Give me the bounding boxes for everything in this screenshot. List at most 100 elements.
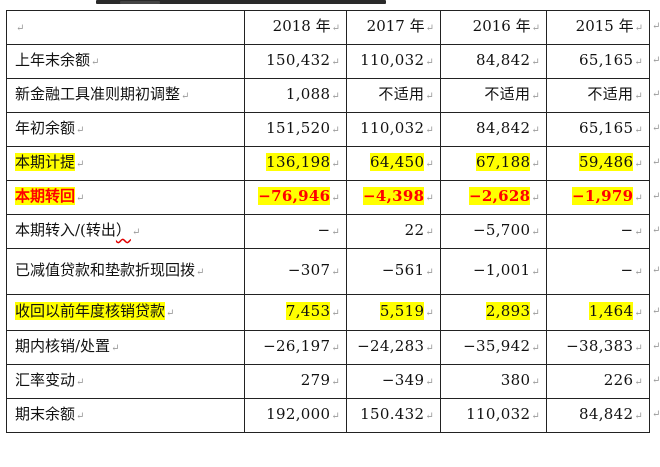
row-label-cell: 已减值贷款和垫款折现回拨↵ — [6, 248, 245, 295]
title-ink-fragment — [96, 0, 386, 4]
row-end-mark-icon: ↵ — [652, 88, 660, 100]
value-cell: 110,032↵ — [346, 112, 441, 147]
cell-value: −561 — [381, 261, 425, 279]
cell-value: 226 — [603, 371, 634, 389]
value-cell: 65,165↵ — [546, 112, 650, 147]
paragraph-mark-icon: ↵ — [634, 125, 643, 136]
year-header-2017: 2017 年↵ — [346, 10, 441, 45]
paragraph-mark-icon: ↵ — [425, 308, 434, 319]
cell-value: 110,032 — [360, 119, 425, 137]
row-label: 期内核销/处置 — [15, 337, 111, 355]
paragraph-mark-icon: ↵ — [76, 193, 85, 204]
loan-impairment-table: ↵ 2018 年↵ 2017 年↵ 2016 年↵ 2015 年↵ 上年末余额 ↵… — [6, 10, 650, 433]
paragraph-mark-icon: ↵ — [634, 377, 643, 388]
title-ink-fragment — [120, 1, 160, 4]
cell-value: 不适用 — [378, 85, 425, 103]
row-end-mark-icon: ↵ — [652, 156, 660, 168]
paragraph-mark-icon: ↵ — [76, 411, 85, 422]
value-cell: −24,283↵ — [346, 330, 441, 365]
value-cell: 7,453↵ — [244, 294, 347, 331]
row-end-mark-icon: ↵ — [652, 374, 660, 386]
paragraph-mark-icon: ↵ — [331, 411, 340, 422]
year-header-2015: 2015 年↵ — [546, 10, 650, 45]
table-row: 期内核销/处置↵ −26,197↵ −24,283↵ −35,942↵ −38,383↵ — [6, 330, 650, 365]
header-row: ↵ 2018 年↵ 2017 年↵ 2016 年↵ 2015 年↵ — [6, 10, 650, 45]
value-cell: −↵ — [244, 214, 347, 249]
value-cell: 84,842↵ — [546, 398, 650, 433]
row-label-cell: 期内核销/处置↵ — [6, 330, 245, 365]
value-cell: 1,464↵ — [546, 294, 650, 331]
table-row: 年初余额↵ 151,520↵ 110,032↵ 84,842↵ 65,165↵ — [6, 112, 650, 147]
cell-value: −38,383 — [566, 337, 634, 355]
row-label-cell: 期末余额↵ — [6, 398, 245, 433]
value-cell: −76,946↵ — [244, 180, 347, 215]
row-end-mark-icon: ↵ — [652, 408, 660, 420]
paragraph-mark-icon: ↵ — [531, 125, 540, 136]
table-row: 本期计提↵ 136,198↵ 64,450↵ 67,188↵ 59,486↵ — [6, 146, 650, 181]
cell-value: 不适用 — [587, 85, 634, 103]
paragraph-mark-icon: ↵ — [16, 23, 25, 34]
paragraph-mark-icon: ↵ — [331, 343, 340, 354]
table-row: 新金融工具准则期初调整↵ 1,088↵ 不适用↵ 不适用↵ 不适用↵ — [6, 78, 650, 113]
cell-value: 7,453 — [285, 302, 331, 320]
paragraph-mark-icon: ↵ — [634, 411, 643, 422]
paragraph-mark-icon: ↵ — [166, 308, 175, 319]
cell-value: 110,032 — [466, 405, 531, 423]
cell-value: − — [620, 261, 634, 279]
value-cell: 150,432↵ — [244, 44, 347, 79]
paragraph-mark-icon: ↵ — [634, 227, 643, 238]
value-cell: 不适用↵ — [440, 78, 547, 113]
paragraph-mark-icon: ↵ — [531, 377, 540, 388]
value-cell: −↵ — [546, 214, 650, 249]
value-cell: 84,842↵ — [440, 44, 547, 79]
paragraph-mark-icon: ↵ — [634, 57, 643, 68]
paragraph-mark-icon: ↵ — [531, 159, 540, 170]
value-cell: 380↵ — [440, 364, 547, 399]
paragraph-mark-icon: ↵ — [531, 227, 540, 238]
value-cell: 22↵ — [346, 214, 441, 249]
paragraph-mark-icon: ↵ — [531, 343, 540, 354]
paragraph-mark-icon: ↵ — [425, 227, 434, 238]
row-label-cell: 汇率变动↵ — [6, 364, 245, 399]
paragraph-mark-icon: ↵ — [531, 57, 540, 68]
paragraph-mark-icon: ↵ — [425, 91, 434, 102]
paragraph-mark-icon: ↵ — [76, 125, 85, 136]
paragraph-mark-icon: ↵ — [531, 91, 540, 102]
paragraph-mark-icon: ↵ — [634, 343, 643, 354]
paragraph-mark-icon: ↵ — [425, 411, 434, 422]
row-end-mark-icon: ↵ — [652, 20, 660, 32]
value-cell: −1,979↵ — [546, 180, 650, 215]
year-header-2018: 2018 年↵ — [244, 10, 347, 45]
row-label: 上年末余额 — [15, 51, 91, 69]
paragraph-mark-icon: ↵ — [331, 125, 340, 136]
value-cell: 110,032↵ — [440, 398, 547, 433]
cell-value: − — [317, 221, 331, 239]
value-cell: 84,842↵ — [440, 112, 547, 147]
cell-value: 65,165 — [579, 119, 634, 137]
row-label-cell: 本期计提↵ — [6, 146, 245, 181]
value-cell: 151,520↵ — [244, 112, 347, 147]
value-cell: −35,942↵ — [440, 330, 547, 365]
cell-value: 2,893 — [485, 302, 531, 320]
value-cell: −4,398↵ — [346, 180, 441, 215]
paragraph-mark-icon: ↵ — [634, 193, 643, 204]
value-cell: 136,198↵ — [244, 146, 347, 181]
cell-value: −76,946 — [258, 187, 331, 205]
paragraph-mark-icon: ↵ — [634, 23, 643, 34]
row-end-mark-icon: ↵ — [652, 305, 660, 317]
cell-value: 1,088 — [285, 85, 331, 103]
cell-value: 67,188 — [476, 153, 531, 171]
cell-value: −349 — [381, 371, 425, 389]
paragraph-mark-icon: ↵ — [331, 159, 340, 170]
cell-value: 65,165 — [579, 51, 634, 69]
table-row: 汇率变动↵ 279↵ −349↵ 380↵ 226↵ — [6, 364, 650, 399]
row-label: 收回以前年度核销贷款 — [15, 302, 166, 320]
paragraph-mark-icon: ↵ — [425, 159, 434, 170]
value-cell: −26,197↵ — [244, 330, 347, 365]
value-cell: −5,700↵ — [440, 214, 547, 249]
paragraph-mark-icon: ↵ — [331, 23, 340, 34]
year-header-2016: 2016 年↵ — [440, 10, 547, 45]
paragraph-mark-icon: ↵ — [531, 193, 540, 204]
paragraph-mark-icon: ↵ — [91, 57, 100, 68]
paragraph-mark-icon: ↵ — [531, 267, 540, 278]
